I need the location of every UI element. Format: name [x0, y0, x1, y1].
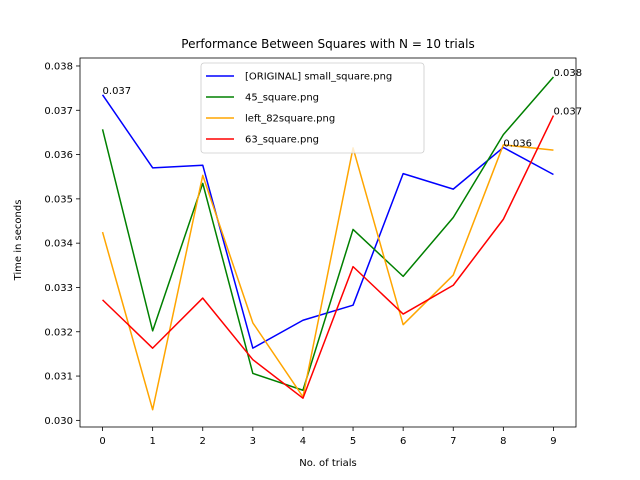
legend: [ORIGINAL] small_square.png 45_square.png…	[200, 62, 425, 154]
annotation-layer: 0.037 0.036 0.038 0.037	[103, 68, 583, 149]
y-tick-label: 0.032	[44, 327, 73, 338]
x-tick-label: 6	[400, 436, 406, 447]
series-layer	[101, 76, 555, 411]
series-line	[101, 144, 554, 411]
plot-frame	[79, 57, 577, 428]
series-line	[101, 76, 555, 391]
chart-title: Performance Between Squares with N = 10 …	[181, 37, 474, 51]
x-tick-label: 7	[450, 436, 456, 447]
x-tick-label: 1	[149, 436, 155, 447]
y-tick-label: 0.036	[44, 150, 73, 161]
y-tick-label: 0.034	[44, 239, 73, 250]
x-tick-label: 9	[550, 436, 556, 447]
x-axis-label: No. of trials	[299, 458, 357, 469]
legend-label: 63_square.png	[245, 135, 319, 146]
x-tick-label: 0	[99, 436, 105, 447]
y-tick-label: 0.037	[44, 106, 73, 117]
x-tick-label: 8	[500, 436, 506, 447]
y-axis-label: Time in seconds	[13, 200, 24, 282]
x-tick-label: 5	[350, 436, 356, 447]
data-label: 0.038	[553, 68, 582, 79]
plot-area	[79, 57, 577, 428]
series-line	[102, 115, 555, 399]
legend-label: left_82square.png	[245, 114, 335, 125]
x-tick-label: 3	[250, 436, 256, 447]
series-line	[101, 94, 554, 349]
y-tick-label: 0.035	[44, 194, 73, 205]
data-label: 0.036	[503, 138, 532, 149]
y-tick-label: 0.030	[44, 416, 73, 427]
data-label: 0.037	[553, 107, 582, 118]
legend-box	[200, 62, 425, 154]
y-tick-label: 0.038	[44, 61, 73, 72]
y-tick-label: 0.033	[44, 283, 73, 294]
x-tick-label: 2	[200, 436, 206, 447]
x-tick-label: 4	[300, 436, 306, 447]
data-label: 0.037	[103, 86, 132, 97]
legend-label: [ORIGINAL] small_square.png	[245, 72, 392, 83]
y-axis: 0.030 0.031 0.032 0.033 0.034 0.035 0.036 0.037…	[44, 61, 80, 427]
x-axis: 0 1 2 3 4 5 6 7 8 9	[99, 427, 557, 447]
legend-label: 45_square.png	[245, 93, 319, 104]
y-tick-label: 0.031	[44, 372, 73, 383]
